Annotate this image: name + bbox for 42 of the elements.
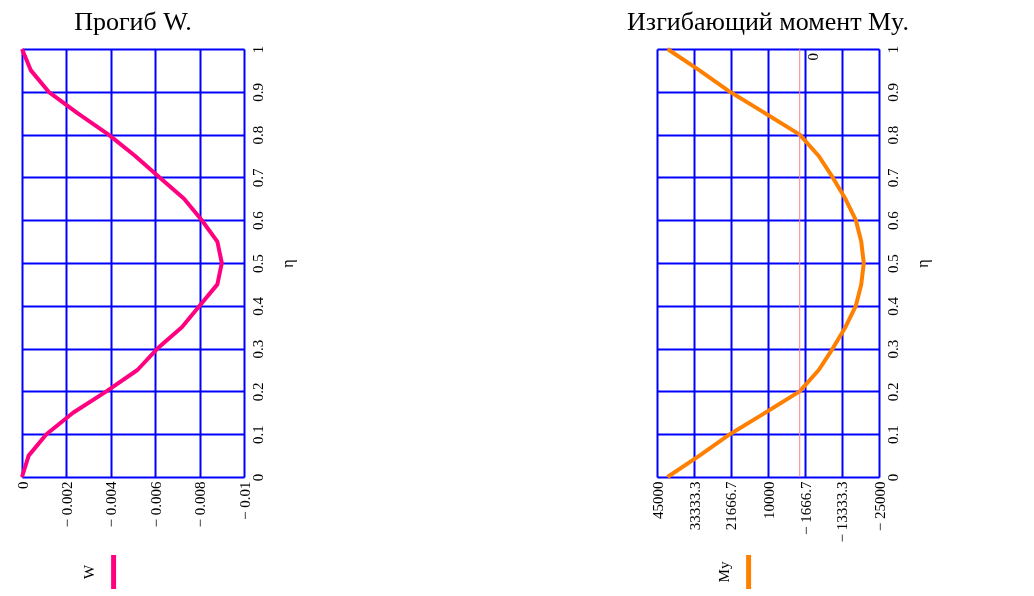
y-tick-label: 0.6	[884, 210, 901, 231]
y-tick-label: 0.9	[884, 82, 901, 102]
y-tick-label: 0.3	[249, 339, 266, 359]
x-tick-label: 21666.7	[723, 481, 740, 531]
y-axis-title: η	[913, 259, 932, 268]
y-tick-label: 0.3	[884, 339, 901, 359]
chart-title: Прогиб W.	[74, 7, 192, 37]
x-tick-label: 45000	[649, 481, 666, 519]
y-tick-label: 0	[249, 473, 266, 482]
x-tick-label: − 0.006	[147, 481, 164, 528]
y-tick-label: 0.7	[249, 168, 266, 188]
y-tick-label: 0.5	[249, 254, 266, 273]
y-tick-label: 1	[249, 45, 266, 54]
legend-label: W	[80, 564, 97, 580]
x-tick-label: − 0.01	[236, 481, 253, 520]
y-tick-label: 0	[884, 473, 901, 482]
x-tick-label: 0	[14, 481, 31, 489]
y-tick-label: 0.5	[884, 254, 901, 273]
y-tick-label: 0.1	[884, 425, 901, 445]
y-tick-label: 0.9	[249, 82, 266, 102]
x-tick-label: 33333.3	[686, 481, 703, 531]
x-tick-label: − 0.008	[192, 481, 209, 528]
x-tick-label: − 0.002	[58, 481, 75, 528]
x-tick-label: − 1666.7	[797, 481, 814, 535]
x-tick-label: − 25000	[871, 481, 888, 532]
legend-label: My	[715, 561, 732, 583]
y-tick-label: 1	[884, 45, 901, 54]
y-axis-title: η	[278, 259, 297, 268]
y-tick-label: 0.4	[249, 296, 266, 316]
y-tick-label: 0.7	[884, 168, 901, 188]
y-tick-label: 0.8	[249, 125, 266, 145]
x-tick-label: − 0.004	[103, 481, 120, 528]
y-tick-label: 0.1	[249, 425, 266, 445]
x-tick-label: − 13333.3	[834, 481, 851, 543]
x-tick-label: 10000	[760, 481, 777, 519]
ref-line-label: 0	[804, 53, 821, 61]
y-tick-label: 0.6	[249, 210, 266, 231]
y-tick-label: 0.4	[884, 296, 901, 316]
y-tick-label: 0.2	[249, 382, 266, 402]
y-tick-label: 0.2	[884, 382, 901, 402]
y-tick-label: 0.8	[884, 125, 901, 145]
chart-title: Изгибающий момент My.	[627, 7, 909, 37]
